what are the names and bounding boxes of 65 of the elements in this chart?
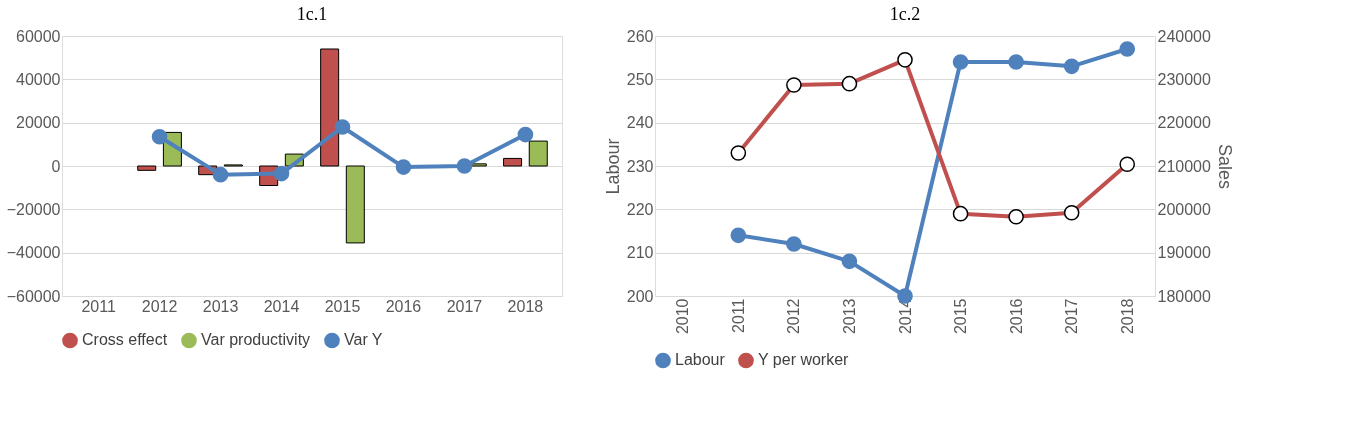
- bar: [345, 165, 365, 244]
- x-tick-label: 2015: [324, 297, 361, 315]
- y2-tick-label: 200000: [1157, 200, 1211, 218]
- point: [517, 126, 534, 143]
- y-tick-label: −40000: [6, 244, 61, 262]
- x-tick-label: 2016: [385, 297, 422, 315]
- y2-tick-label: 240000: [1157, 27, 1211, 45]
- y-tick-label: 0: [51, 157, 61, 175]
- x-tick-label: 2015: [952, 298, 970, 335]
- x-tick-label: 2013: [840, 298, 858, 335]
- x-tick-label: 2017: [446, 297, 483, 315]
- x-tick-label: 2012: [141, 297, 178, 315]
- legend-label: Labour: [675, 351, 726, 369]
- bar: [320, 48, 340, 167]
- point: [456, 158, 473, 174]
- x-tick-label: 2011: [729, 298, 747, 333]
- point: [273, 165, 290, 182]
- legend-label: Var Y: [344, 331, 383, 349]
- point: [1119, 41, 1136, 57]
- chart-title: 1c.1: [296, 4, 328, 24]
- x-tick-label: 2016: [1007, 298, 1025, 335]
- y-tick-label: −60000: [6, 287, 61, 305]
- y-tick-label: 240: [626, 114, 654, 132]
- point: [151, 128, 168, 145]
- y-tick-label: 210: [626, 244, 654, 262]
- legend-label: Var productivity: [201, 331, 311, 349]
- chart-title: 1c.2: [889, 4, 921, 24]
- x-tick-label: 2011: [81, 297, 116, 315]
- y-tick-label: 250: [626, 70, 654, 88]
- point: [1063, 58, 1080, 75]
- y2-tick-label: 230000: [1157, 70, 1211, 88]
- x-tick-label: 2014: [263, 297, 300, 315]
- y2-axis-title: Sales: [1214, 143, 1235, 190]
- x-tick-label: 2012: [785, 298, 803, 335]
- y2-tick-label: 210000: [1157, 157, 1211, 175]
- y-tick-label: 60000: [16, 27, 61, 45]
- x-tick-label: 2018: [1118, 298, 1136, 335]
- y-tick-label: 230: [626, 157, 654, 175]
- point: [395, 159, 412, 175]
- y-tick-label: 200: [626, 287, 654, 305]
- y-tick-label: 20000: [16, 114, 61, 132]
- point: [1008, 54, 1024, 70]
- x-tick-label: 2013: [202, 297, 239, 315]
- y-axis-title: Labour: [602, 138, 623, 195]
- legend-label: Cross effect: [82, 331, 168, 349]
- x-tick-label: 2018: [507, 297, 544, 315]
- point: [334, 119, 351, 135]
- point: [952, 54, 969, 70]
- bar: [503, 157, 523, 167]
- legend-label: Y per worker: [758, 351, 850, 369]
- point: [730, 227, 747, 244]
- y2-tick-label: 190000: [1157, 244, 1211, 262]
- bar: [137, 165, 157, 171]
- point: [212, 166, 229, 183]
- y-tick-label: 40000: [16, 70, 61, 88]
- point: [786, 236, 802, 252]
- y-tick-label: 220: [626, 200, 654, 218]
- x-tick-label: 2017: [1063, 298, 1081, 335]
- y-tick-label: −20000: [6, 200, 61, 218]
- x-tick-label: 2010: [674, 298, 692, 335]
- y2-tick-label: 220000: [1157, 114, 1211, 132]
- y2-tick-label: 180000: [1157, 287, 1211, 305]
- point: [841, 253, 858, 270]
- bar: [528, 140, 548, 167]
- y-tick-label: 260: [626, 27, 654, 45]
